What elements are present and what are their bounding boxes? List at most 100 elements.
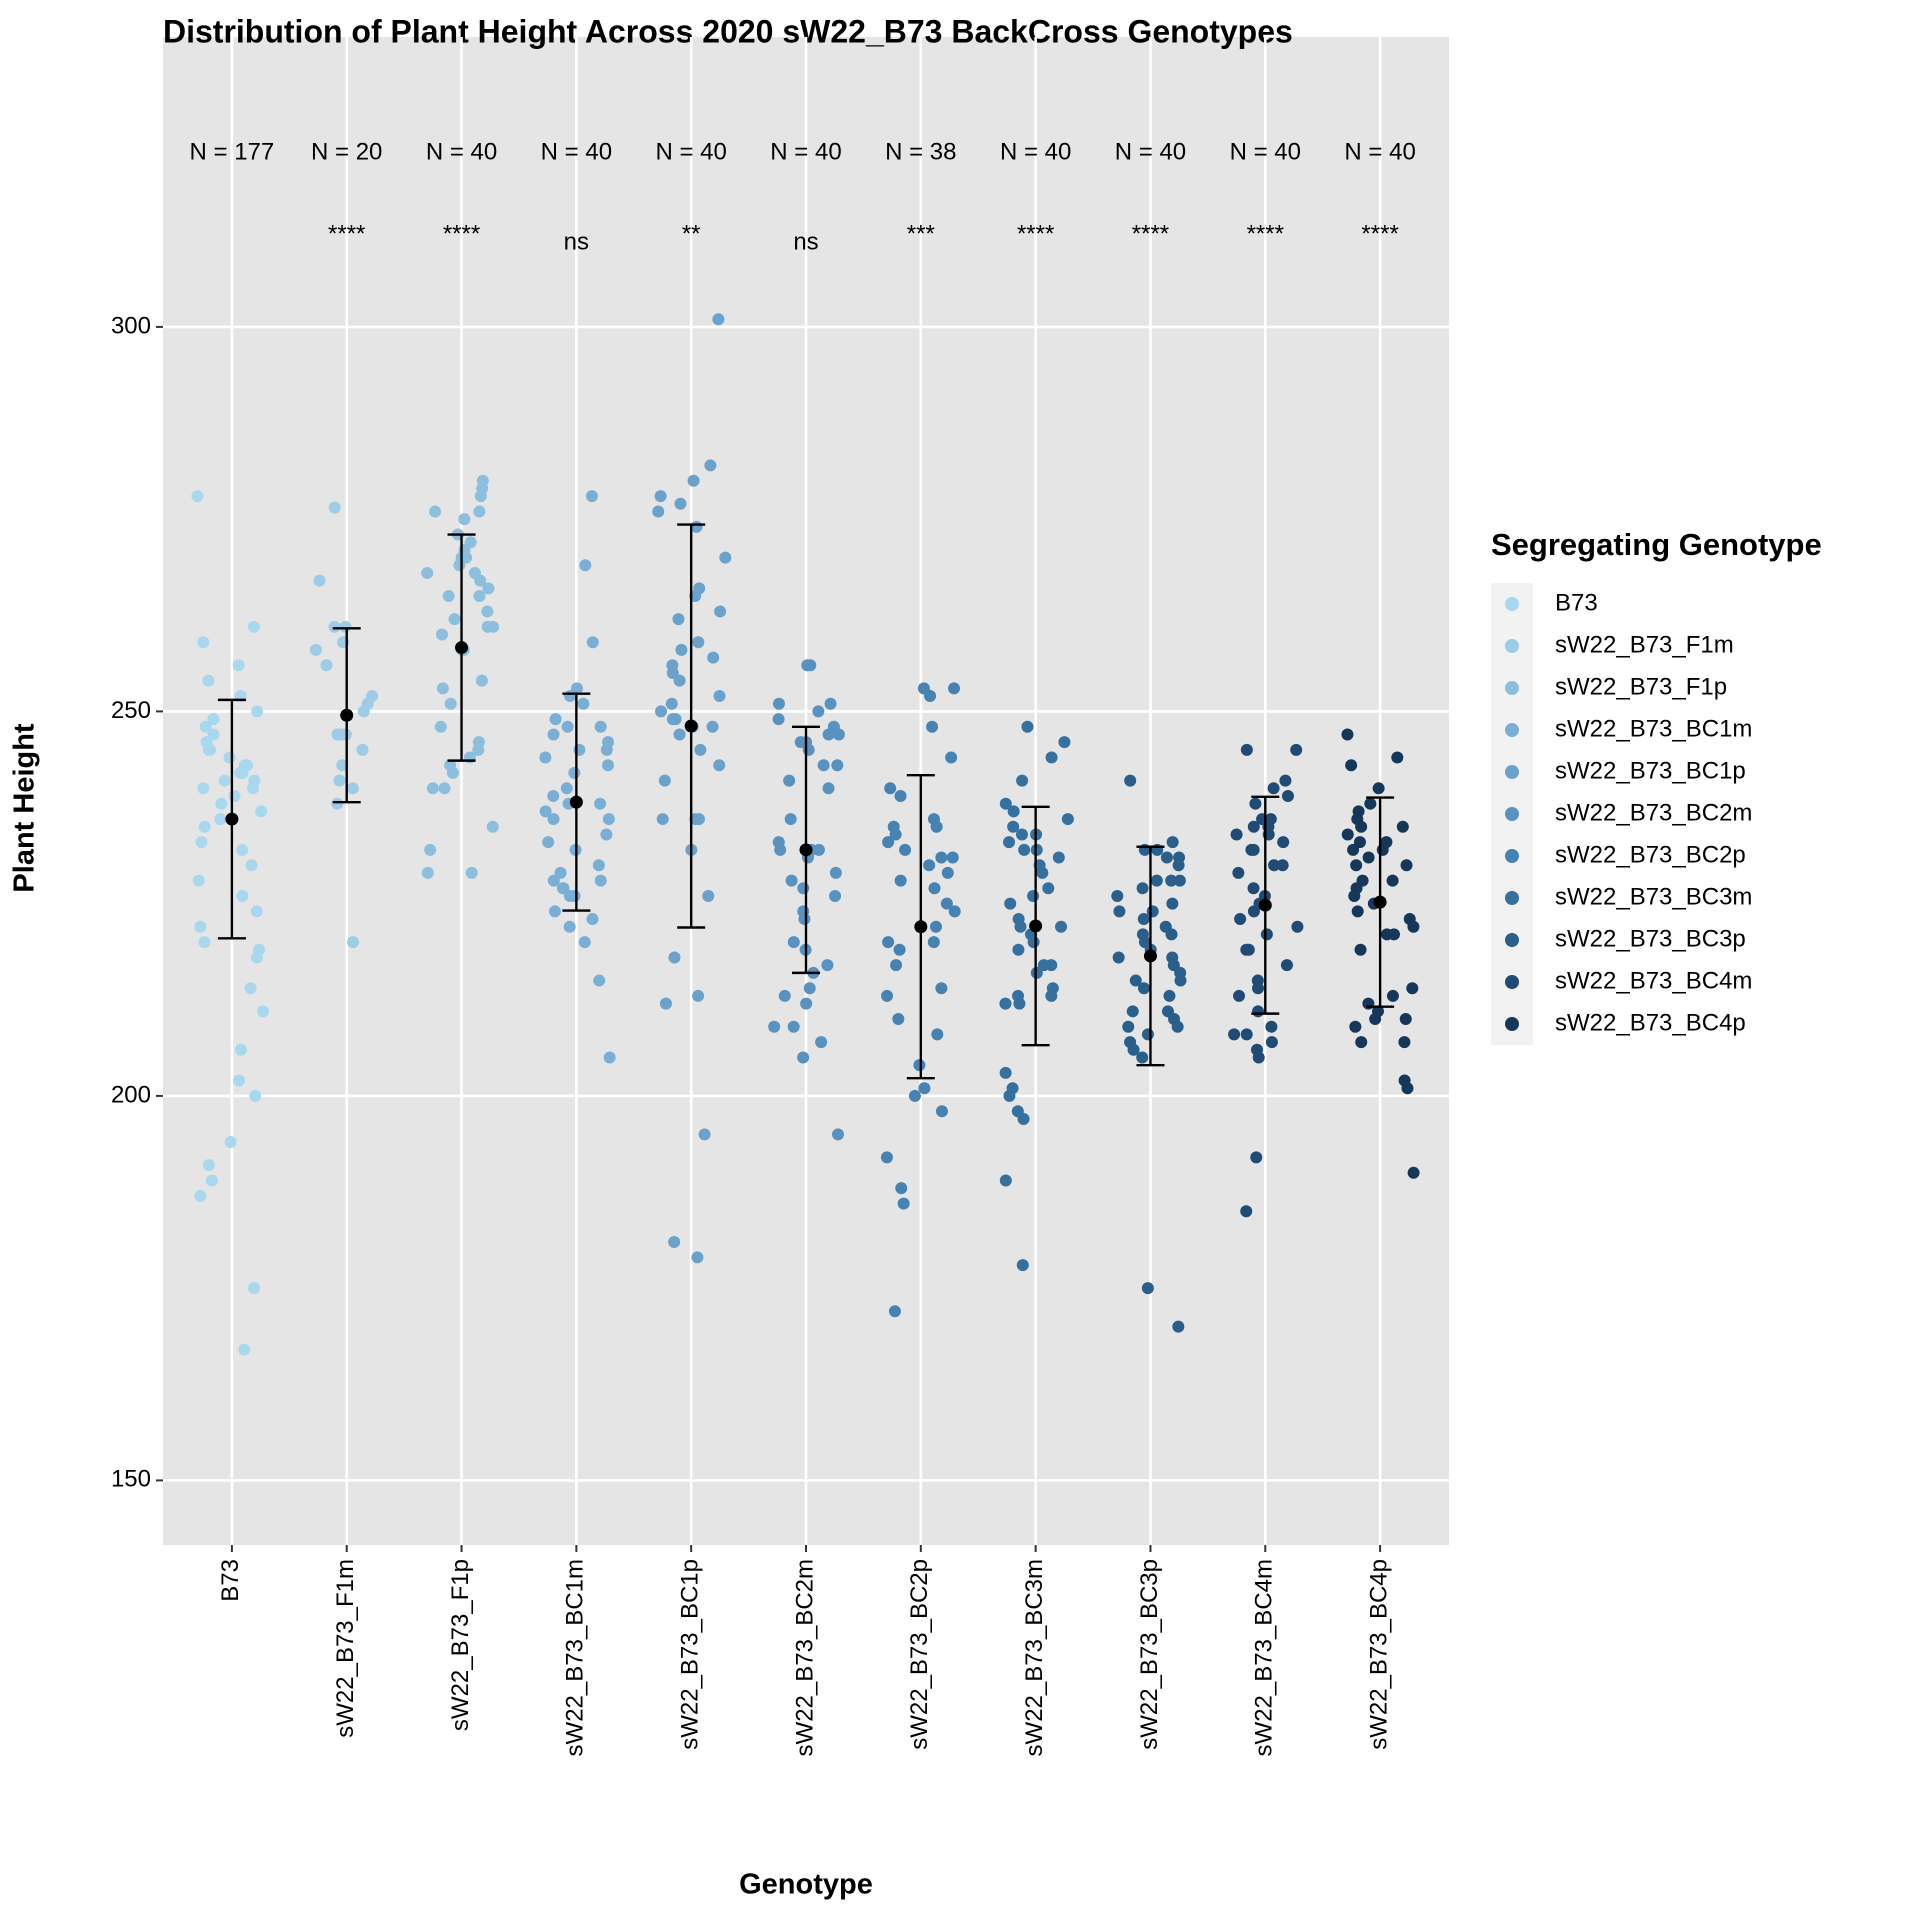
legend-swatch [1505, 891, 1519, 905]
x-axis-title: Genotype [739, 1869, 873, 1901]
significance-label: **** [443, 220, 480, 247]
legend-swatch [1505, 597, 1519, 611]
data-point [804, 659, 817, 672]
data-point [1172, 1320, 1185, 1333]
data-point [899, 843, 912, 856]
legend-label: sW22_B73_BC1m [1555, 715, 1752, 742]
legend-label: sW22_B73_BC4p [1555, 1009, 1746, 1036]
data-point [889, 828, 902, 841]
data-point [880, 1151, 893, 1164]
data-point [1042, 882, 1055, 895]
data-point [659, 997, 672, 1010]
data-point [313, 574, 326, 587]
data-point [547, 874, 560, 887]
data-point [778, 989, 791, 1002]
data-point [1291, 920, 1304, 933]
data-point [202, 674, 215, 687]
data-point [568, 889, 581, 902]
data-point [1277, 836, 1290, 849]
data-point [561, 720, 574, 733]
data-point [586, 636, 599, 649]
data-point [1141, 1282, 1154, 1295]
data-point [236, 889, 249, 902]
data-point [199, 720, 212, 733]
data-point [328, 620, 341, 633]
data-point [704, 459, 717, 472]
count-label: N = 40 [1230, 138, 1301, 165]
data-point [192, 874, 205, 887]
data-point [474, 490, 487, 503]
data-point [570, 682, 583, 695]
data-point [1136, 1051, 1149, 1064]
data-point [1247, 820, 1260, 833]
data-point [668, 951, 681, 964]
data-point [586, 913, 599, 926]
data-point [309, 643, 322, 656]
legend-label: sW22_B73_F1m [1555, 631, 1734, 658]
legend-swatch [1505, 975, 1519, 989]
data-point [787, 1020, 800, 1033]
legend-swatch [1505, 639, 1519, 653]
data-point [251, 705, 264, 718]
data-point [548, 905, 561, 918]
data-point [1122, 1020, 1135, 1033]
data-point [1007, 820, 1020, 833]
data-point [214, 813, 227, 826]
data-point [719, 551, 732, 564]
data-point [712, 313, 725, 326]
data-point [339, 620, 352, 633]
data-point [1016, 774, 1029, 787]
data-point [560, 782, 573, 795]
data-point [1017, 1112, 1030, 1125]
data-point [1232, 866, 1245, 879]
data-point [563, 920, 576, 933]
data-point [654, 490, 667, 503]
data-point [1174, 974, 1187, 987]
data-point [238, 1343, 251, 1356]
data-point [207, 713, 220, 726]
data-point [202, 1159, 215, 1172]
data-point [1267, 782, 1280, 795]
data-point [1240, 1028, 1253, 1041]
data-point [822, 728, 835, 741]
data-point [930, 820, 943, 833]
data-point [218, 774, 231, 787]
data-point [1247, 843, 1260, 856]
data-point [882, 936, 895, 949]
data-point [1400, 859, 1413, 872]
data-point [357, 705, 370, 718]
data-point [438, 782, 451, 795]
data-point [1137, 913, 1150, 926]
data-point [768, 1020, 781, 1033]
data-point [429, 505, 442, 518]
data-point [600, 743, 613, 756]
data-point [556, 882, 569, 895]
data-point [234, 1043, 247, 1056]
data-point [233, 1074, 246, 1087]
data-point [481, 620, 494, 633]
x-tick-label: sW22_B73_BC4p [1365, 1559, 1392, 1750]
significance-label: **** [1361, 220, 1398, 247]
data-point [1004, 897, 1017, 910]
data-point [1355, 820, 1368, 833]
data-point [336, 759, 349, 772]
data-point [829, 866, 842, 879]
data-point [436, 628, 449, 641]
data-point [564, 690, 577, 703]
data-point [421, 866, 434, 879]
data-point [247, 620, 260, 633]
data-point [698, 1128, 711, 1141]
mean-point [684, 719, 698, 733]
y-tick-label: 300 [111, 312, 151, 339]
data-point [356, 743, 369, 756]
data-point [246, 782, 259, 795]
significance-label: ** [682, 220, 701, 247]
data-point [197, 636, 210, 649]
data-point [215, 797, 228, 810]
data-point [946, 851, 959, 864]
data-point [935, 851, 948, 864]
data-point [436, 682, 449, 695]
data-point [999, 1174, 1012, 1187]
count-label: N = 40 [1344, 138, 1415, 165]
data-point [931, 1028, 944, 1041]
